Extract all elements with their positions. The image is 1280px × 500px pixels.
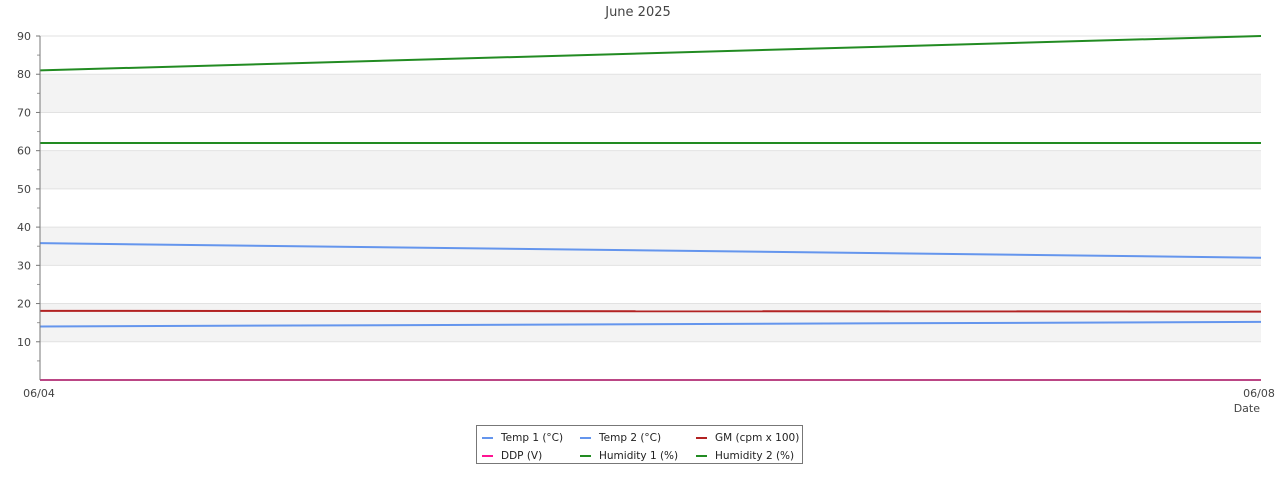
legend-label: GM (cpm x 100) [715,431,800,444]
series-line [39,242,1262,259]
y-tick-label: 50 [17,183,31,196]
y-tick-label: 10 [17,336,31,349]
legend-item[interactable]: Temp 1 (°C) [482,430,580,445]
y-tick-label: 80 [17,68,31,81]
legend-swatch [482,436,493,439]
legend-item[interactable]: Temp 2 (°C) [580,430,696,445]
legend-swatch [696,436,707,439]
legend: Temp 1 (°C) Temp 2 (°C) GM (cpm x 100) DDP … [476,425,803,464]
legend-label: Humidity 2 (%) [715,449,795,462]
series-line [39,320,1262,328]
background-band [40,150,1261,189]
chart-title: June 2025 [604,5,671,20]
legend-label: Humidity 1 (%) [599,449,679,462]
x-tick-label: 06/08 [1243,387,1275,400]
legend-label: Temp 1 (°C) [501,431,564,444]
y-tick-label: 40 [17,221,31,234]
background-band [40,74,1261,113]
legend-swatch [696,454,707,457]
legend-swatch [482,454,493,457]
line-chart: June 2025 10 20 30 40 50 60 70 80 90 06/04 06/08… [17,5,1275,415]
y-tick-label: 60 [17,145,31,158]
legend-label: Temp 2 (°C) [599,431,662,444]
y-tick-label: 90 [17,30,31,43]
legend-item[interactable]: Humidity 1 (%) [580,448,696,463]
legend-label: DDP (V) [501,449,543,462]
legend-swatch [580,436,591,439]
legend-item[interactable]: GM (cpm x 100) [696,430,806,445]
legend-swatch [580,454,591,457]
y-tick-label: 20 [17,298,31,311]
x-tick-label: 06/04 [23,387,55,400]
y-tick-label: 70 [17,106,31,119]
series-line [39,35,1262,72]
legend-item[interactable]: Humidity 2 (%) [696,448,806,463]
series-line [39,309,1262,313]
y-tick-label: 30 [17,259,31,272]
legend-item[interactable]: DDP (V) [482,448,580,463]
x-axis-label: Date [1234,402,1261,415]
